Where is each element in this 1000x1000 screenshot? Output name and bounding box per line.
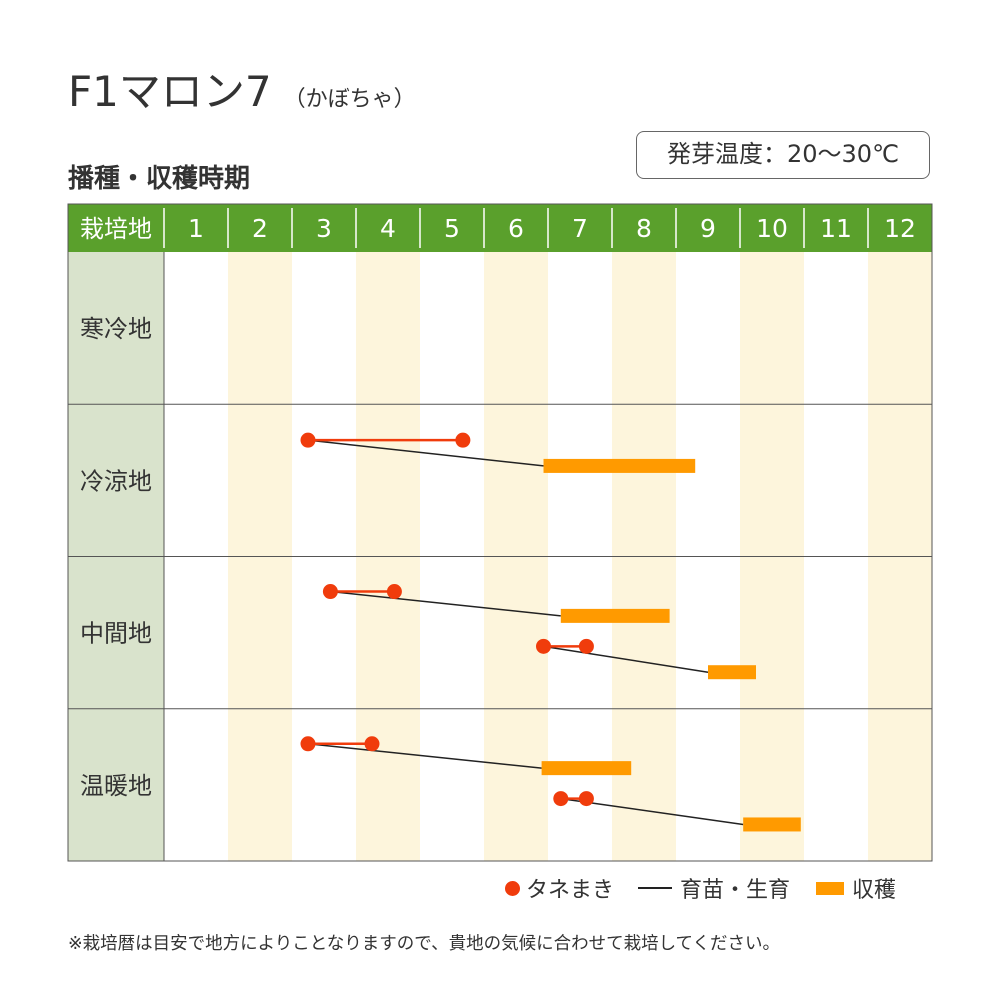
growing-line <box>307 439 544 467</box>
sowing-start-dot <box>300 432 316 448</box>
month-tick-label: 1 <box>188 214 204 243</box>
month-tick-label: 8 <box>636 214 652 243</box>
month-tick-label: 7 <box>572 214 588 243</box>
harvest-bar <box>541 761 632 776</box>
growing-line <box>307 743 542 769</box>
section-heading: 播種・収穫時期 <box>68 164 251 194</box>
sowing-end-dot <box>386 584 402 600</box>
legend-harvest-swatch <box>816 881 845 895</box>
month-tick-label: 4 <box>380 214 396 243</box>
footnote: ※栽培暦は目安で地方によりことなりますので、貴地の気候に合わせて栽培してください… <box>68 934 781 954</box>
month-tick-label: 11 <box>820 214 852 243</box>
sowing-start-dot <box>300 736 316 752</box>
title-text: F1マロン7 <box>68 67 272 116</box>
region-label: 中間地 <box>80 620 152 648</box>
growing-line <box>543 645 709 673</box>
chart-title: F1マロン7 （かぼちゃ） <box>68 58 416 119</box>
month-tick-label: 5 <box>444 214 460 243</box>
legend: タネまき 育苗・生育 収穫 <box>505 872 896 904</box>
month-tick-label: 9 <box>700 214 716 243</box>
legend-harvest-label: 収穫 <box>852 878 897 903</box>
sowing-end-dot <box>578 638 594 654</box>
month-tick-label: 6 <box>508 214 524 243</box>
title-subtitle: （かぼちゃ） <box>283 87 416 112</box>
sowing-end-dot <box>364 736 380 752</box>
harvest-bar <box>543 458 696 473</box>
region-label: 温暖地 <box>80 772 152 800</box>
sowing-end-dot <box>578 791 594 807</box>
sowing-start-dot <box>536 638 552 654</box>
harvest-bar <box>560 608 670 623</box>
legend-growing-label: 育苗・生育 <box>680 878 791 903</box>
legend-growing-swatch <box>638 887 673 889</box>
sowing-start-dot <box>553 791 569 807</box>
harvest-bar <box>743 817 801 832</box>
chart-frame <box>67 203 933 862</box>
header-corner-label: 栽培地 <box>80 215 152 243</box>
month-tick-label: 2 <box>252 214 268 243</box>
sowing-end-dot <box>455 432 471 448</box>
month-tick-label: 3 <box>316 214 332 243</box>
harvest-bar <box>708 665 756 680</box>
region-label: 寒冷地 <box>80 315 152 343</box>
header-band <box>68 204 932 252</box>
month-tick-label: 10 <box>756 214 788 243</box>
sowing-start-dot <box>322 584 338 600</box>
legend-sowing-swatch <box>505 880 520 896</box>
germination-temperature-badge: 発芽温度：20～30℃ <box>636 131 930 179</box>
legend-sowing-label: タネまき <box>526 878 615 903</box>
month-tick-label: 12 <box>884 214 916 243</box>
region-label: 冷涼地 <box>80 467 152 495</box>
growing-line <box>330 590 561 617</box>
